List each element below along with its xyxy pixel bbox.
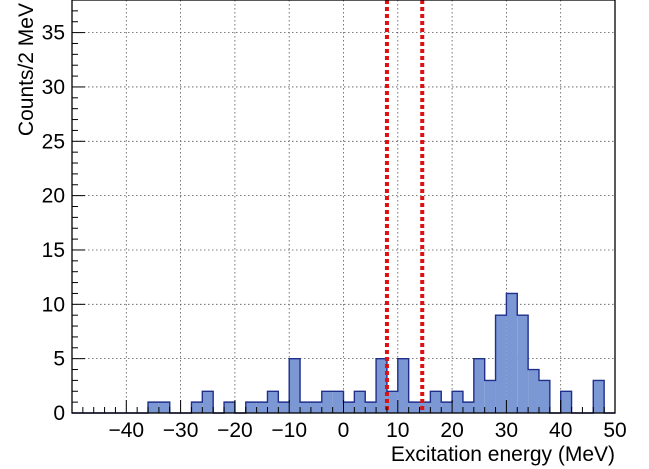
- histogram-bar: [267, 391, 279, 413]
- y-tick-label: 15: [42, 239, 65, 262]
- histogram-bar: [419, 402, 431, 413]
- histogram-bar: [289, 358, 301, 413]
- x-tick-label: −30: [163, 419, 199, 442]
- x-tick-label: −10: [271, 419, 307, 442]
- histogram-bar: [300, 402, 311, 413]
- x-tick-label: −40: [108, 419, 144, 442]
- histogram-bar: [158, 402, 170, 413]
- histogram-bar: [224, 402, 235, 413]
- histogram-bar: [245, 402, 257, 413]
- y-tick-label: 10: [42, 293, 65, 316]
- x-tick-label: 50: [603, 419, 626, 442]
- histogram-bar: [191, 402, 203, 413]
- histogram-bar: [408, 402, 420, 413]
- histogram-bar: [202, 391, 214, 413]
- histogram-bar: [343, 402, 355, 413]
- x-tick-label: 0: [338, 419, 350, 442]
- x-tick-label: 40: [549, 419, 572, 442]
- histogram-bar: [278, 402, 290, 413]
- histogram-bar: [462, 402, 474, 413]
- histogram-bar: [148, 402, 159, 413]
- histogram-bar: [593, 380, 605, 413]
- histogram-bar: [528, 369, 539, 413]
- histogram-bar: [332, 391, 344, 413]
- x-tick-label: −20: [217, 419, 253, 442]
- histogram-bar: [495, 315, 507, 413]
- histogram-bar: [365, 402, 377, 413]
- y-tick-label: 20: [42, 185, 65, 208]
- x-tick-label: 10: [386, 419, 409, 442]
- histogram-bar: [321, 391, 333, 413]
- histogram-bar: [452, 391, 463, 413]
- y-axis-title: Counts/2 MeV: [15, 3, 38, 136]
- histogram-bar: [517, 315, 529, 413]
- x-axis-title: Excitation energy (MeV): [391, 443, 615, 466]
- marker-lines: [384, 0, 425, 413]
- histogram-bar: [430, 391, 442, 413]
- y-tick-label: 30: [42, 76, 65, 99]
- axis-ticks: [71, 0, 616, 414]
- histogram-bars: [148, 293, 605, 413]
- x-tick-labels: −40 −30 −20 −10 0 10 20 30 40 50: [108, 419, 626, 442]
- x-tick-label: 30: [495, 419, 518, 442]
- y-tick-label: 35: [42, 22, 65, 45]
- grid-lines: [72, 0, 615, 413]
- histogram-bar: [397, 358, 409, 413]
- histogram-bar: [256, 402, 268, 413]
- histogram-bar: [473, 358, 485, 413]
- histogram-bar: [506, 293, 518, 413]
- histogram-bar: [310, 402, 322, 413]
- y-tick-label: 0: [53, 402, 65, 425]
- histogram-bar: [441, 402, 453, 413]
- histogram-bar: [354, 391, 366, 413]
- histogram-bar: [484, 380, 496, 413]
- histogram-bar: [376, 358, 387, 413]
- y-tick-label: 25: [42, 130, 65, 153]
- y-tick-labels: 0 5 10 15 20 25 30 35: [42, 22, 65, 425]
- x-tick-label: 20: [440, 419, 463, 442]
- histogram-bar: [560, 391, 572, 413]
- histogram-bar: [386, 391, 398, 413]
- histogram-outline: [72, 292, 615, 414]
- histogram-bar: [538, 380, 550, 413]
- y-tick-label: 5: [53, 348, 65, 371]
- plot-frame: [71, 0, 616, 414]
